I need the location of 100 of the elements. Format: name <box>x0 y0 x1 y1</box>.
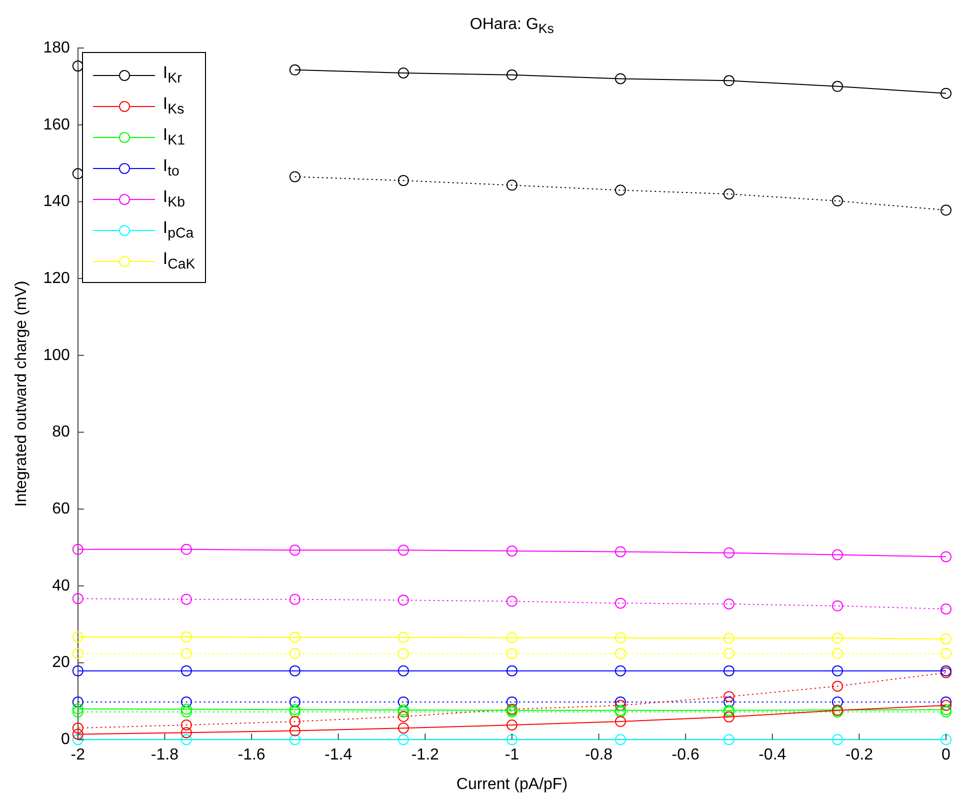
point <box>398 665 409 676</box>
x-axis-title: Current (pA/pF) <box>456 776 568 793</box>
point <box>72 734 84 746</box>
y-tick-label: 80 <box>52 424 70 441</box>
y-tick-label: 60 <box>52 500 70 518</box>
x-tick-label: -0.2 <box>845 746 874 764</box>
point <box>940 204 952 216</box>
point <box>723 648 734 660</box>
point <box>72 722 84 734</box>
point <box>614 598 626 609</box>
point <box>180 594 192 605</box>
point <box>72 665 84 676</box>
point <box>180 544 192 555</box>
point <box>289 696 300 708</box>
y-tick-label: 100 <box>43 346 70 364</box>
legend-label: I$_{to}$ <box>162 156 180 180</box>
point <box>614 73 626 84</box>
point <box>289 734 300 746</box>
point <box>398 648 409 660</box>
point <box>180 632 192 643</box>
point <box>180 696 192 708</box>
point <box>72 544 84 555</box>
point <box>614 696 626 708</box>
point <box>289 648 300 660</box>
point <box>289 544 300 556</box>
point <box>180 727 192 738</box>
point <box>940 648 952 660</box>
point <box>832 195 843 206</box>
y-tick-label: 20 <box>52 654 70 672</box>
legend-label: I$_{K1}$ <box>162 124 185 148</box>
x-tick-label: -0.8 <box>584 746 613 764</box>
point <box>398 632 409 643</box>
point <box>398 696 409 708</box>
point <box>506 69 518 80</box>
point <box>614 184 626 196</box>
point <box>506 545 518 556</box>
x-tick-label: -1.2 <box>411 746 440 764</box>
point <box>180 704 192 715</box>
point <box>723 598 734 610</box>
point <box>940 88 952 99</box>
point <box>398 594 409 606</box>
point <box>614 546 626 558</box>
x-tick-label: -1.6 <box>238 746 266 764</box>
y-tick-label: 0 <box>60 731 70 748</box>
point <box>723 188 734 200</box>
point <box>614 734 626 746</box>
point <box>940 696 952 708</box>
point <box>832 680 843 692</box>
point <box>289 594 300 605</box>
point <box>832 665 843 676</box>
point <box>72 728 84 740</box>
y-tick-label: 160 <box>43 116 70 134</box>
point <box>506 632 518 644</box>
point <box>506 648 518 660</box>
point <box>72 648 84 660</box>
y-tick-label: 40 <box>52 577 70 594</box>
point <box>723 632 734 644</box>
point <box>398 711 409 722</box>
point <box>940 633 952 644</box>
point <box>180 648 192 660</box>
legend-label: I$_{Kb}$ <box>162 186 185 210</box>
point <box>832 734 843 746</box>
chart-title: OHara: G$_{Ks}$ <box>468 16 555 36</box>
point <box>398 175 409 186</box>
x-tick-label: -1.4 <box>324 746 352 764</box>
point <box>289 64 300 76</box>
point <box>614 648 626 660</box>
point <box>398 544 409 556</box>
point <box>832 80 843 92</box>
point <box>506 696 518 708</box>
point <box>398 722 409 734</box>
point <box>723 665 734 676</box>
point <box>72 632 84 643</box>
point <box>398 67 409 78</box>
point <box>72 60 84 72</box>
legend-label: I$_{Ks}$ <box>162 94 184 118</box>
point <box>506 720 518 730</box>
legend-label: I$_{pCa}$ <box>162 218 194 242</box>
point <box>72 168 84 180</box>
point <box>723 734 734 746</box>
point <box>832 549 843 560</box>
point <box>72 696 84 708</box>
x-tick-label: -0.4 <box>758 746 786 764</box>
point <box>940 603 952 614</box>
point <box>72 593 84 604</box>
x-tick-label: -1.8 <box>150 746 179 764</box>
x-tick-label: -1 <box>504 746 520 764</box>
y-tick-label: 140 <box>43 193 70 210</box>
legend-label: I$_{Kr}$ <box>162 62 182 86</box>
point <box>940 551 952 562</box>
point <box>614 716 626 728</box>
point <box>506 596 518 607</box>
x-tick-label: -0.6 <box>672 746 700 764</box>
x-tick-label: 0 <box>942 746 951 764</box>
point <box>289 725 300 736</box>
point <box>614 632 626 644</box>
point <box>723 691 734 702</box>
point <box>832 632 843 644</box>
y-tick-label: 120 <box>43 270 70 287</box>
point <box>180 720 192 730</box>
